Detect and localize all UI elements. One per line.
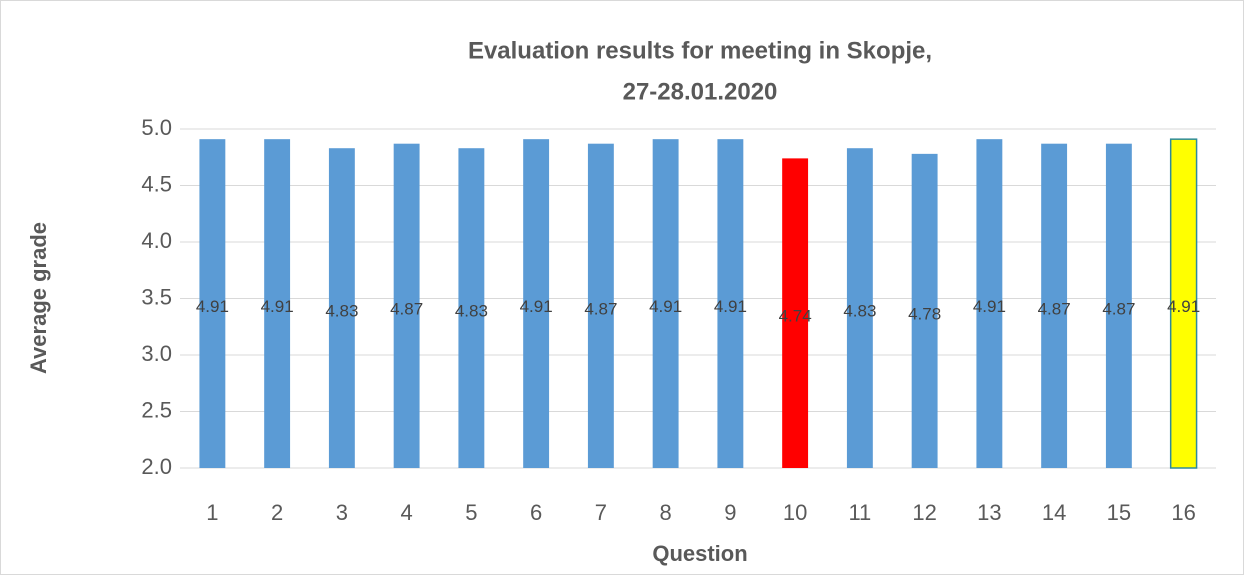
data-label: 4.87 — [1102, 299, 1135, 318]
bar — [782, 158, 809, 468]
data-label: 4.87 — [390, 299, 423, 318]
bar — [393, 143, 420, 468]
data-label: 4.91 — [1167, 297, 1200, 316]
bar — [1105, 143, 1132, 468]
x-axis-label: Question — [652, 541, 747, 566]
y-tick-label: 3.5 — [141, 284, 172, 309]
x-tick-label: 9 — [724, 500, 736, 525]
y-tick-label: 2.5 — [141, 397, 172, 422]
bar — [717, 139, 744, 469]
data-label: 4.83 — [843, 302, 876, 321]
data-label: 4.91 — [649, 297, 682, 316]
bar — [1169, 138, 1198, 469]
data-label: 4.87 — [1038, 299, 1071, 318]
data-label: 4.91 — [261, 297, 294, 316]
y-tick-label: 4.0 — [141, 228, 172, 253]
data-label: 4.91 — [520, 297, 553, 316]
x-tick-label: 2 — [271, 500, 283, 525]
data-label: 4.91 — [196, 297, 229, 316]
bar — [199, 139, 226, 469]
bar — [264, 139, 291, 469]
bar — [846, 148, 873, 468]
data-label: 4.83 — [325, 302, 358, 321]
bar — [1041, 143, 1068, 468]
bar — [976, 139, 1003, 469]
y-tick-label: 4.5 — [141, 171, 172, 196]
x-tick-label: 6 — [530, 500, 542, 525]
y-tick-label: 3.0 — [141, 341, 172, 366]
bar — [911, 153, 938, 469]
data-label: 4.91 — [973, 297, 1006, 316]
y-tick-label: 5.0 — [141, 115, 172, 140]
data-label: 4.91 — [714, 297, 747, 316]
x-tick-label: 13 — [977, 500, 1001, 525]
x-tick-label: 10 — [783, 500, 807, 525]
chart-title: 27-28.01.2020 — [623, 78, 778, 105]
x-tick-label: 5 — [465, 500, 477, 525]
bar — [587, 143, 614, 468]
data-label: 4.78 — [908, 304, 941, 323]
x-tick-label: 3 — [336, 500, 348, 525]
data-label: 4.74 — [779, 307, 812, 326]
x-tick-label: 11 — [848, 500, 871, 525]
bar — [652, 139, 679, 469]
x-tick-label: 7 — [595, 500, 607, 525]
bar — [458, 148, 485, 468]
x-tick-label: 12 — [912, 500, 936, 525]
data-label: 4.87 — [584, 299, 617, 318]
y-axis-label: Average grade — [26, 222, 51, 374]
x-tick-label: 4 — [401, 500, 413, 525]
x-tick-label: 16 — [1171, 500, 1195, 525]
chart-title: Evaluation results for meeting in Skopje… — [468, 37, 932, 64]
x-tick-label: 8 — [660, 500, 672, 525]
bar — [328, 148, 355, 468]
data-label: 4.83 — [455, 302, 488, 321]
bar — [523, 139, 550, 469]
x-tick-label: 14 — [1042, 500, 1066, 525]
x-tick-label: 15 — [1107, 500, 1131, 525]
x-tick-label: 1 — [206, 500, 218, 525]
y-tick-label: 2.0 — [141, 454, 172, 479]
